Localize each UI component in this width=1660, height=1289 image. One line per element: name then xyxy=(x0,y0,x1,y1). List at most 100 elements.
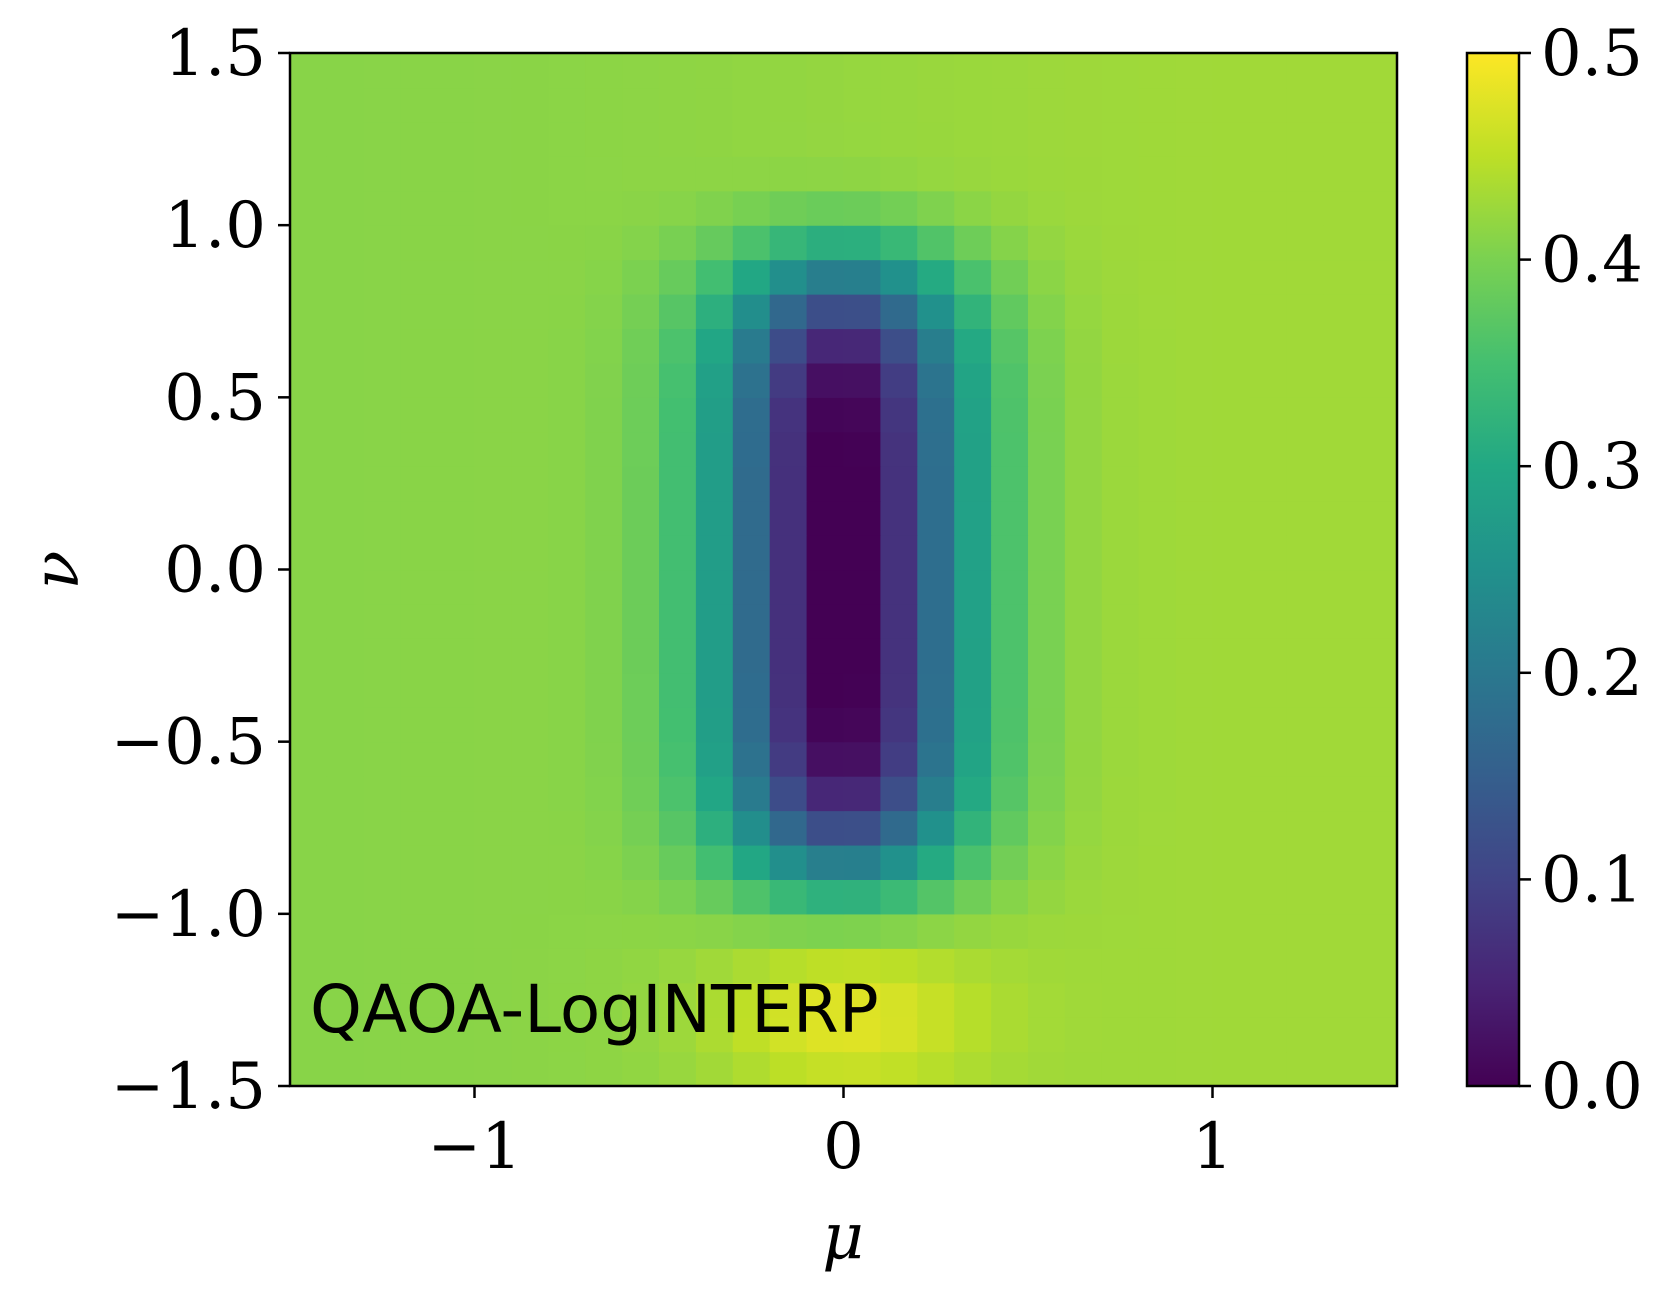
heatmap-cell xyxy=(1101,741,1140,777)
heatmap-cell xyxy=(437,913,476,949)
heatmap-cell xyxy=(659,844,697,880)
heatmap-cell xyxy=(1286,328,1324,364)
heatmap-cell xyxy=(363,225,402,261)
heatmap-cell xyxy=(437,362,476,398)
heatmap-cell xyxy=(437,535,476,571)
heatmap-cell xyxy=(363,948,402,984)
heatmap-cell xyxy=(695,431,734,467)
heatmap-cell xyxy=(474,535,512,571)
heatmap-cell xyxy=(363,121,402,157)
heatmap-cell xyxy=(1138,328,1177,364)
heatmap-cell xyxy=(880,913,918,949)
heatmap-cell xyxy=(880,810,918,846)
heatmap-cell xyxy=(548,810,586,846)
heatmap-cell xyxy=(991,466,1029,502)
heatmap-cell xyxy=(1101,913,1140,949)
heatmap-cell xyxy=(659,913,697,949)
heatmap-cell xyxy=(769,397,808,433)
heatmap-cell xyxy=(326,87,365,123)
heatmap-cell xyxy=(1286,810,1324,846)
heatmap-cell xyxy=(437,569,476,605)
heatmap-cell xyxy=(1064,948,1103,984)
heatmap-cell xyxy=(585,948,623,984)
heatmap-cell xyxy=(622,397,660,433)
heatmap-cell xyxy=(1323,741,1361,777)
heatmap-cell xyxy=(991,121,1029,157)
heatmap-cell xyxy=(954,362,992,398)
heatmap-cell xyxy=(806,87,845,123)
heatmap-cell xyxy=(1028,569,1066,605)
heatmap-cell xyxy=(326,225,365,261)
heatmap-cell xyxy=(548,328,586,364)
heatmap-cell xyxy=(659,1051,697,1087)
heatmap-cell xyxy=(326,466,365,502)
heatmap-cell xyxy=(1323,638,1361,674)
heatmap-cell xyxy=(1138,190,1177,226)
heatmap-cell xyxy=(1286,879,1324,915)
heatmap-cell xyxy=(1101,1017,1140,1053)
heatmap-cell xyxy=(806,603,845,639)
heatmap-cell xyxy=(1028,776,1066,812)
heatmap-cell xyxy=(326,948,365,984)
heatmap-cell xyxy=(1101,294,1140,330)
heatmap-cell xyxy=(732,87,771,123)
heatmap-cell xyxy=(363,741,402,777)
heatmap-cell xyxy=(1212,776,1250,812)
heatmap-cell xyxy=(622,225,660,261)
heatmap-cell xyxy=(806,776,845,812)
heatmap-cell xyxy=(695,879,734,915)
heatmap-cell xyxy=(1175,53,1214,89)
heatmap-cell xyxy=(880,1017,918,1053)
heatmap-cell xyxy=(1323,362,1361,398)
heatmap-cell xyxy=(1028,638,1066,674)
heatmap-cell xyxy=(1138,638,1177,674)
heatmap-cell xyxy=(843,225,881,261)
heatmap-cell xyxy=(1360,672,1398,708)
heatmap-cell xyxy=(437,397,476,433)
heatmap-cell xyxy=(732,776,771,812)
heatmap-cell xyxy=(917,156,955,192)
heatmap-cell xyxy=(1212,982,1250,1018)
heatmap-cell xyxy=(511,535,549,571)
heatmap-cell xyxy=(511,1051,549,1087)
heatmap-cell xyxy=(1101,53,1140,89)
heatmap-cell xyxy=(400,603,439,639)
heatmap-cell xyxy=(363,53,402,89)
heatmap-cell xyxy=(1028,259,1066,295)
heatmap-cell xyxy=(1175,259,1214,295)
heatmap-cell xyxy=(1028,397,1066,433)
heatmap-cell xyxy=(659,741,697,777)
heatmap-cell xyxy=(954,87,992,123)
heatmap-cell xyxy=(363,913,402,949)
heatmap-cell xyxy=(1175,913,1214,949)
heatmap-cell xyxy=(1323,431,1361,467)
heatmap-cell xyxy=(474,328,512,364)
heatmap-cell xyxy=(400,707,439,743)
heatmap-cell xyxy=(843,53,881,89)
heatmap-cell xyxy=(1286,190,1324,226)
heatmap-cell xyxy=(1360,225,1398,261)
heatmap-cell xyxy=(1323,121,1361,157)
heatmap-cell xyxy=(1360,913,1398,949)
heatmap-cell xyxy=(1064,466,1103,502)
heatmap-cell xyxy=(843,500,881,536)
heatmap-cell xyxy=(1101,672,1140,708)
heatmap-cell xyxy=(437,87,476,123)
heatmap-cell xyxy=(363,844,402,880)
heatmap-cell xyxy=(1249,741,1287,777)
heatmap-cell xyxy=(769,569,808,605)
heatmap-cell xyxy=(880,844,918,880)
heatmap-cell xyxy=(917,672,955,708)
heatmap-cell xyxy=(769,535,808,571)
y-tick-label: 1.0 xyxy=(164,189,266,263)
heatmap-cell xyxy=(880,879,918,915)
heatmap-cell xyxy=(1138,913,1177,949)
heatmap-cell xyxy=(548,535,586,571)
heatmap-cell xyxy=(511,328,549,364)
heatmap-cell xyxy=(1064,707,1103,743)
heatmap-cell xyxy=(769,466,808,502)
heatmap-cell xyxy=(1175,672,1214,708)
heatmap-cell xyxy=(585,259,623,295)
heatmap-cell xyxy=(1286,53,1324,89)
heatmap-cell xyxy=(1286,1017,1324,1053)
